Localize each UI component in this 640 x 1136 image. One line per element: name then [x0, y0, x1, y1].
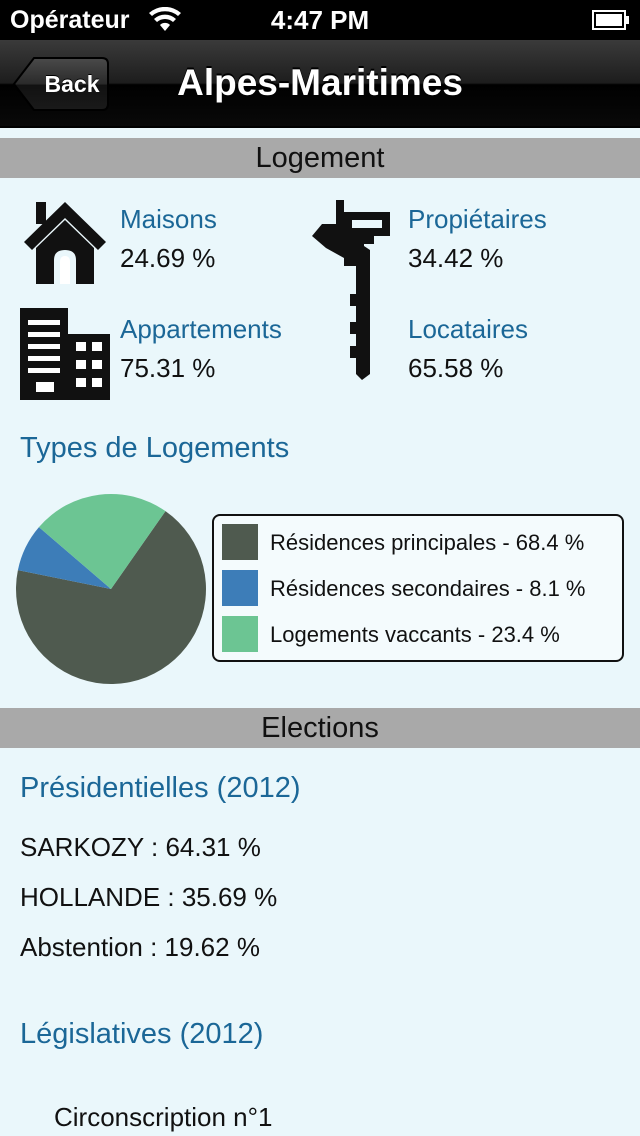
battery-icon: [592, 10, 629, 30]
navigation-bar: Back Alpes-Maritimes: [0, 40, 640, 128]
stat-value-locataires: 65.58 %: [408, 353, 504, 383]
types-logements-heading: Types de Logements: [20, 432, 290, 464]
house-icon: [24, 202, 106, 284]
stat-label-maisons: Maisons: [120, 204, 217, 234]
housing-pie-chart: [15, 494, 207, 684]
circonscription-label: Circonscription n°1: [54, 1102, 273, 1132]
legend-label: Logements vaccants - 23.4 %: [270, 622, 560, 647]
stat-label-proprietaires: Propiétaires: [408, 204, 547, 234]
section-header-elections: Elections: [0, 708, 640, 748]
pie-slice: [15, 511, 207, 684]
status-time: 4:47 PM: [270, 5, 370, 35]
legend-swatch: [222, 616, 258, 652]
carrier-label: Opérateur: [10, 6, 130, 34]
stat-label-locataires: Locataires: [408, 314, 528, 344]
back-button[interactable]: Back: [12, 56, 110, 112]
wifi-icon: [149, 7, 181, 31]
legend-swatch: [222, 524, 258, 560]
status-bar: Opérateur 4:47 PM: [0, 0, 640, 40]
section-header-logement: Logement: [0, 138, 640, 178]
stat-label-appartements: Appartements: [120, 314, 282, 344]
key-icon: [312, 200, 390, 380]
page-title: Alpes-Maritimes: [177, 62, 463, 103]
election-result: HOLLANDE : 35.69 %: [20, 882, 278, 912]
election-result: Abstention : 19.62 %: [20, 932, 260, 962]
legislatives-heading: Législatives (2012): [20, 1018, 264, 1050]
stat-value-proprietaires: 34.42 %: [408, 243, 504, 273]
legend-label: Résidences secondaires - 8.1 %: [270, 576, 586, 601]
legend-label: Résidences principales - 68.4 %: [270, 530, 585, 555]
stat-value-appartements: 75.31 %: [120, 353, 216, 383]
election-result: SARKOZY : 64.31 %: [20, 832, 261, 862]
stat-value-maisons: 24.69 %: [120, 243, 216, 273]
legend-swatch: [222, 570, 258, 606]
pie-slice: [38, 494, 166, 589]
building-icon: [20, 308, 110, 400]
back-button-label: Back: [44, 71, 100, 97]
chart-legend: Résidences principales - 68.4 % Résidenc…: [212, 514, 624, 662]
presidentielles-heading: Présidentielles (2012): [20, 772, 301, 804]
pie-slice: [17, 527, 112, 589]
